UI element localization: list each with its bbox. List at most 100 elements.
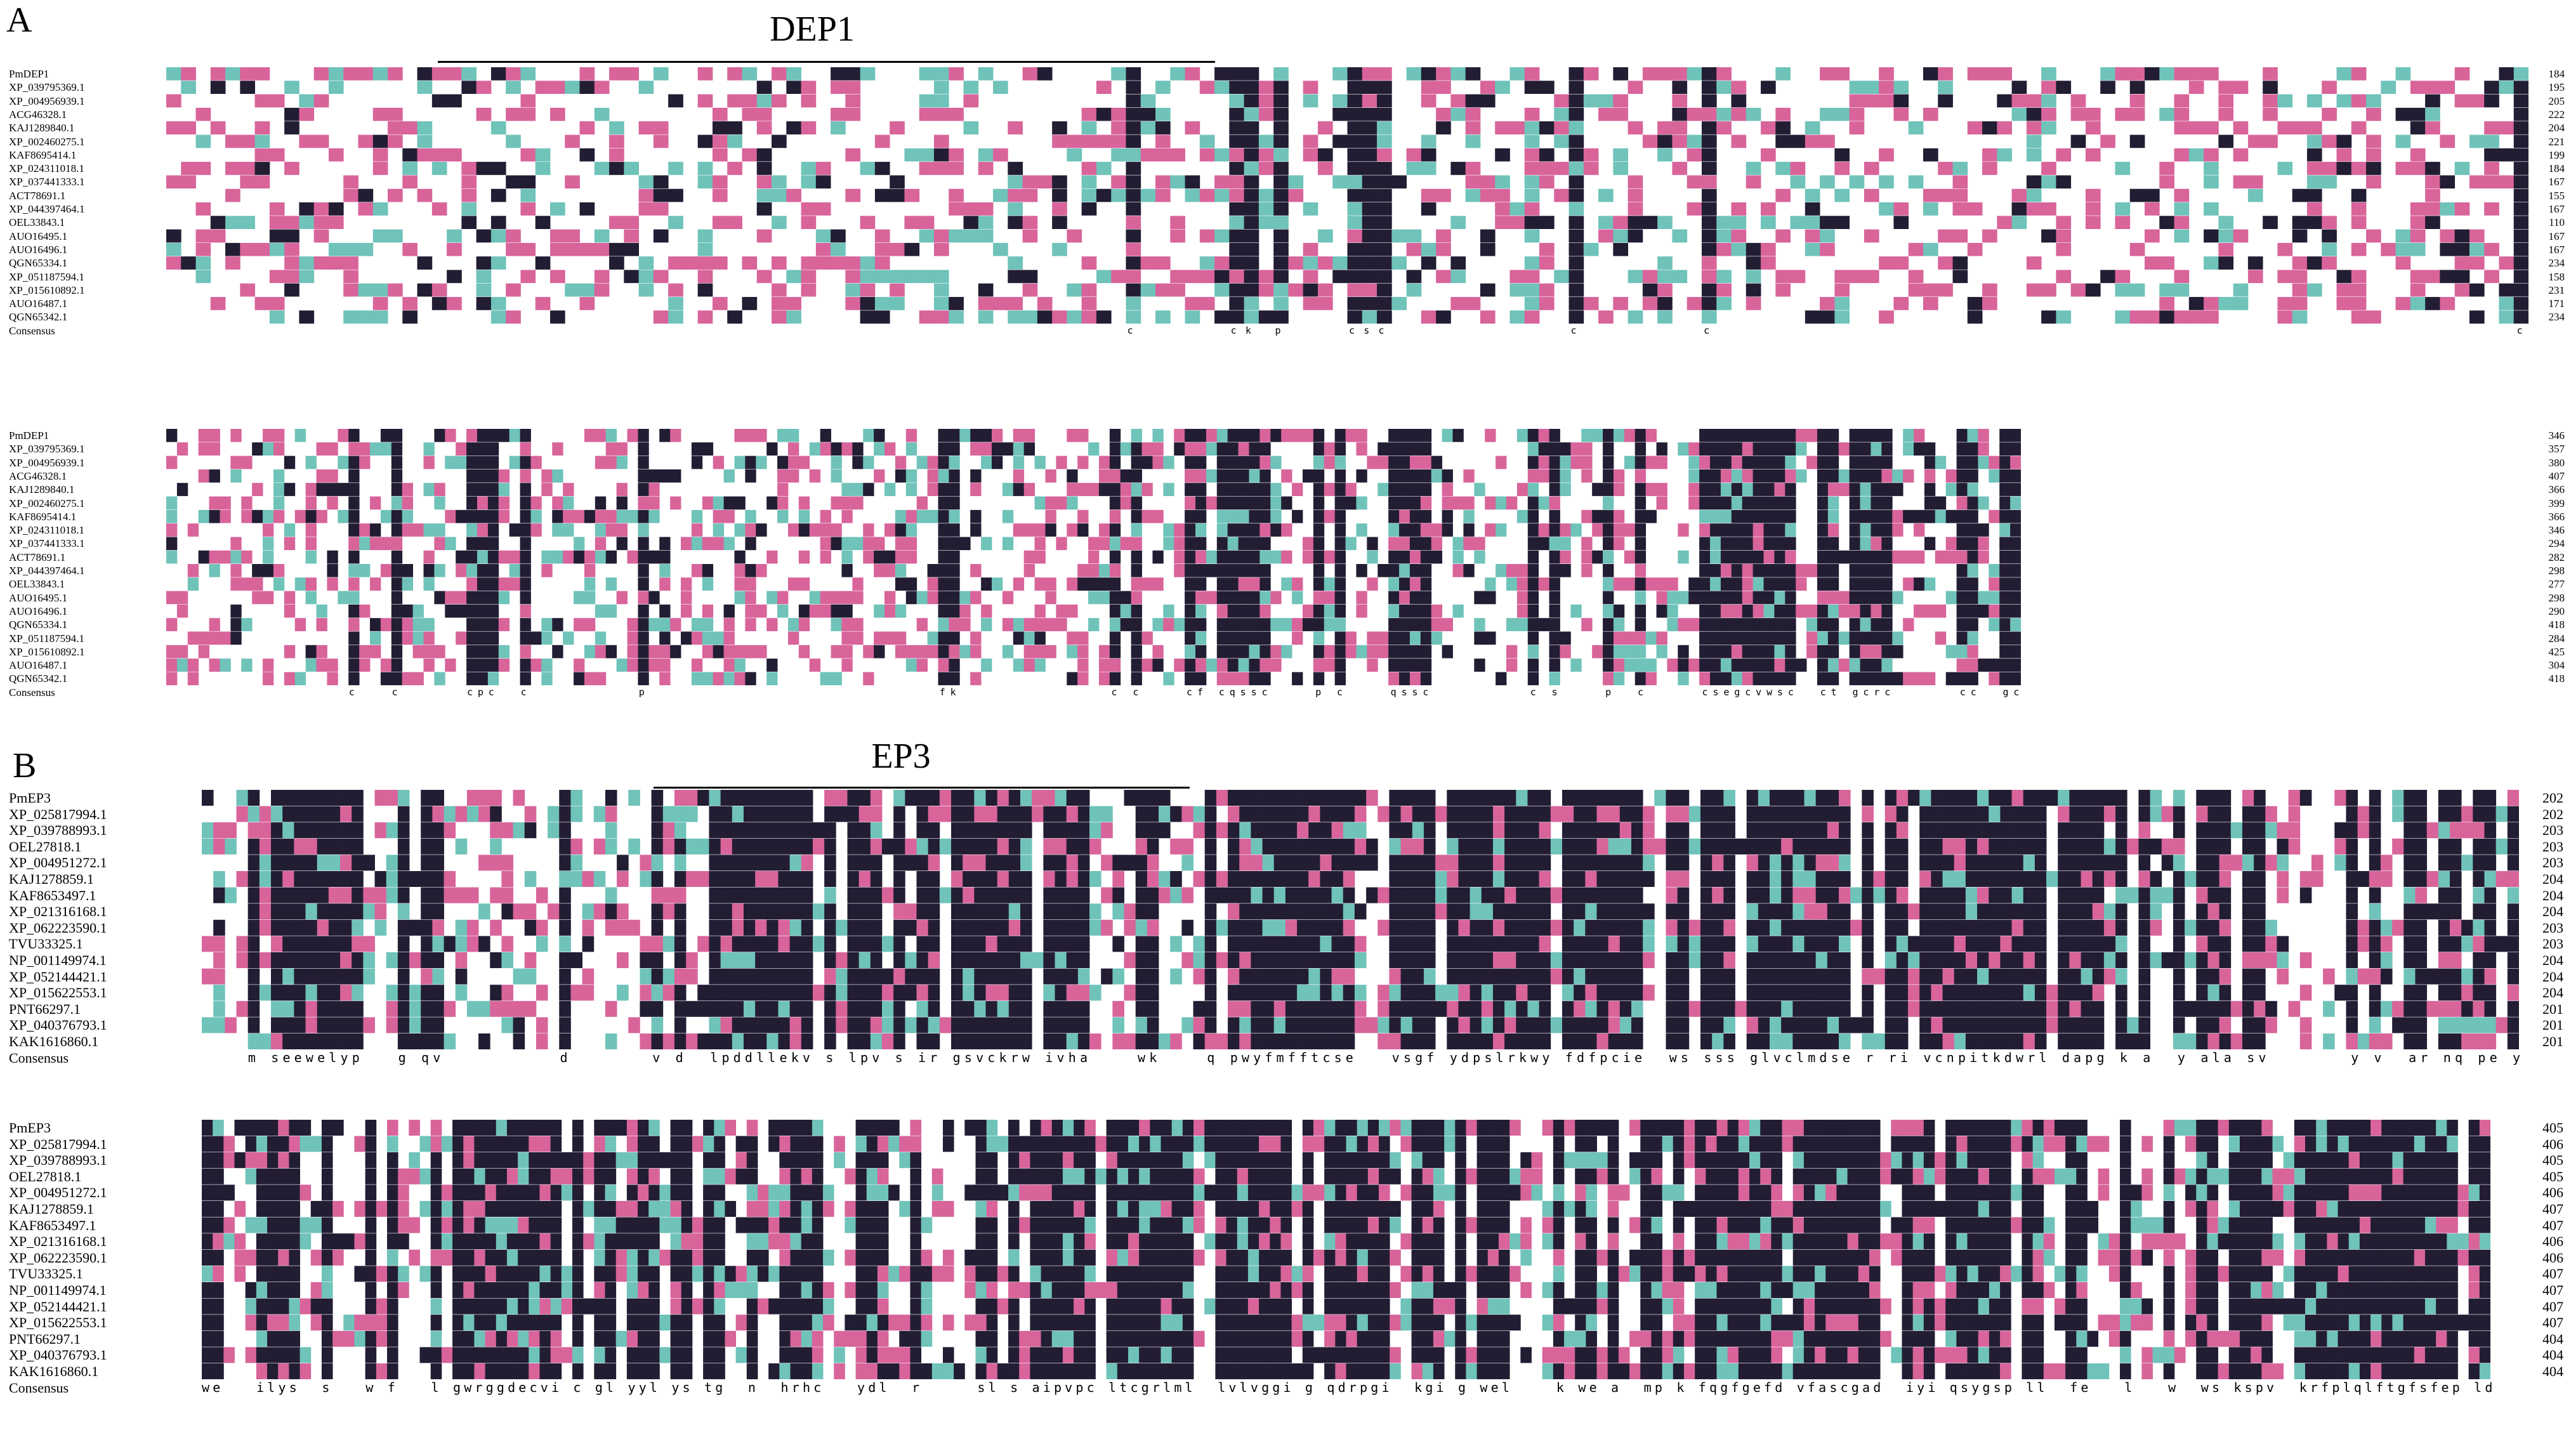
residue-cell (1864, 229, 1879, 243)
residue-cell (1871, 564, 1882, 577)
residue-cell (2010, 469, 2021, 483)
residue-cell (1262, 871, 1275, 887)
residue-cell (616, 456, 628, 469)
residue-cell (1285, 887, 1298, 903)
residue-cell (1055, 1033, 1067, 1049)
residue-cell (2513, 229, 2528, 243)
residue-cell (1285, 838, 1298, 855)
residue-cell (1945, 537, 1957, 551)
residue-cell (1195, 659, 1207, 672)
residue-cell (1817, 509, 1829, 523)
residue-cell (1273, 1017, 1286, 1033)
residue-cell (1320, 1033, 1332, 1049)
residue-cell (2159, 67, 2174, 81)
residue-cell (1131, 618, 1142, 631)
residue-cell (993, 297, 1008, 310)
residue-cell (559, 871, 571, 887)
residue-cell (1378, 985, 1390, 1001)
residue-cell (674, 968, 687, 985)
residue-cell (1699, 591, 1711, 605)
residue-cell (772, 256, 787, 270)
residue-cell (225, 134, 240, 148)
residue-cell (755, 1017, 767, 1033)
residue-cell (1259, 577, 1271, 591)
residue-cell (1135, 1033, 1148, 1049)
residue-cell (535, 297, 551, 310)
residue-cell (993, 242, 1008, 256)
residue-cell (1447, 952, 1459, 968)
residue-cell (1343, 936, 1355, 952)
residue-cell (638, 645, 649, 659)
residue-cell (1159, 887, 1171, 903)
residue-cell (1560, 550, 1571, 564)
residue-cell (1701, 107, 1717, 121)
residue-cell (2159, 283, 2174, 297)
residue-cell (1574, 952, 1586, 968)
residue-cell (928, 1033, 940, 1049)
residue-cell (1598, 107, 1614, 121)
residue-cell (2263, 94, 2278, 108)
residue-cell (1214, 229, 1230, 243)
residue-cell (1763, 564, 1775, 577)
residue-cell (1270, 523, 1282, 537)
residue-cell (317, 1017, 329, 1033)
residue-cell (1367, 537, 1378, 551)
residue-cell (1204, 822, 1217, 839)
residue-cell (1763, 537, 1775, 551)
residue-cell (1377, 283, 1392, 297)
residue-cell (363, 1017, 375, 1033)
sequence-end-position: 346 (2548, 524, 2565, 537)
residue-cell (812, 903, 825, 920)
residue-cell (409, 919, 421, 936)
residue-cell (905, 550, 917, 564)
residue-cell (1903, 672, 1914, 686)
residue-cell (1442, 523, 1453, 537)
residue-cell (1596, 936, 1609, 952)
residue-cell (1982, 297, 1997, 310)
residue-cell (884, 591, 896, 605)
residue-cell (1678, 672, 1689, 686)
residue-cell (1285, 919, 1298, 936)
residue-cell (1731, 618, 1743, 631)
residue-cell (1938, 283, 1953, 297)
residue-cell (1864, 94, 1879, 108)
residue-cell (2499, 148, 2515, 162)
residue-cell (423, 550, 435, 564)
residue-cell (490, 919, 502, 936)
residue-cell (1324, 483, 1336, 496)
residue-cell (1249, 645, 1260, 659)
residue-cell (269, 297, 285, 310)
residue-cell (1244, 175, 1259, 189)
residue-cell (1645, 509, 1657, 523)
residue-cell (1492, 1000, 1505, 1017)
residue-cell (963, 919, 975, 936)
residue-cell (742, 256, 758, 270)
residue-cell (1775, 162, 1791, 175)
residue-cell (352, 985, 364, 1001)
residue-cell (1634, 618, 1647, 631)
residue-cell (766, 806, 779, 822)
residue-cell (734, 672, 746, 686)
residue-cell (727, 121, 742, 134)
residue-cell (2085, 202, 2101, 216)
residue-cell (1423, 1017, 1436, 1033)
residue-cell (2322, 216, 2337, 229)
residue-cell (1285, 903, 1298, 920)
residue-cell (1574, 1033, 1586, 1049)
residue-cell (1101, 887, 1113, 903)
residue-cell (2366, 134, 2381, 148)
residue-cell (1195, 483, 1207, 496)
residue-cell (477, 537, 489, 551)
residue-cell (1585, 838, 1597, 855)
residue-cell (2247, 270, 2263, 284)
residue-cell (674, 1033, 687, 1049)
residue-cell (1687, 67, 1702, 81)
residue-cell (1066, 887, 1079, 903)
residue-cell (638, 537, 649, 551)
residue-cell (1249, 659, 1260, 672)
residue-cell (1141, 659, 1153, 672)
residue-cell (702, 577, 714, 591)
residue-cell (1022, 67, 1038, 81)
residue-cell (1043, 985, 1055, 1001)
residue-cell (1022, 216, 1038, 229)
